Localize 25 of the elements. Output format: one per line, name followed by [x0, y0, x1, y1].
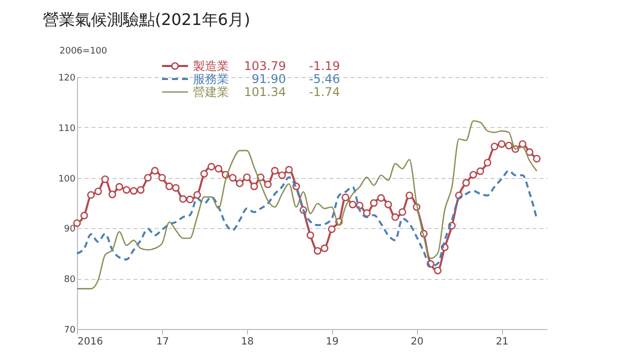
y-tick-label: 110	[58, 124, 76, 134]
legend-label: 服務業	[193, 72, 229, 86]
y-tick-label: 70	[64, 326, 76, 336]
annotation: -1.74	[308, 85, 340, 99]
y-tick-label: 100	[58, 174, 76, 184]
x-tick-label: 20	[410, 336, 424, 348]
x-tick-label: 18	[241, 336, 254, 348]
y-axis-title: 2006=100	[60, 46, 108, 56]
line-series	[76, 170, 538, 268]
legend-label: 營建業	[193, 85, 229, 99]
x-tick-label: 2016	[78, 336, 103, 348]
y-tick-label: 80	[64, 275, 76, 286]
x-tick-label: 19	[326, 336, 339, 348]
y-tick-label: 90	[64, 224, 76, 235]
text: -1.19	[308, 59, 340, 73]
x-tick-label: 17	[156, 336, 169, 348]
annotation: 91.90	[252, 72, 286, 86]
text: 103.79	[244, 59, 286, 73]
x-tick-label: 21	[496, 336, 509, 348]
annotation: -5.46	[308, 72, 340, 86]
annotation: 101.34	[244, 85, 286, 99]
legend-label: 製造業	[193, 59, 229, 73]
line-series	[76, 120, 538, 290]
chart-title: 營業氣候測驗點(2021年6月)	[42, 10, 250, 29]
y-tick-label: 120	[58, 74, 76, 84]
